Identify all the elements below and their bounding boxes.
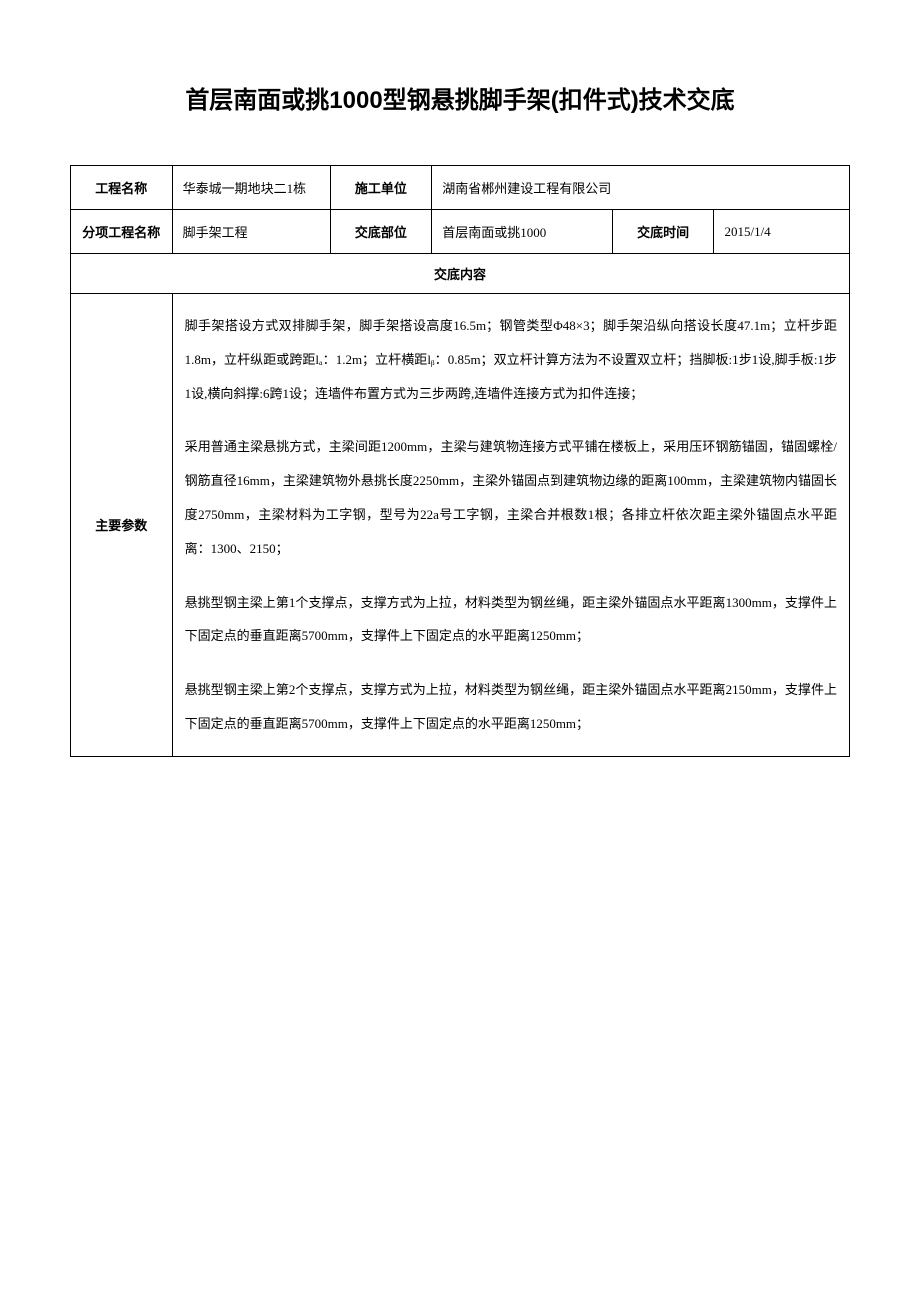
disclosure-time-value: 2015/1/4	[714, 210, 850, 254]
table-row-subproject: 分项工程名称 脚手架工程 交底部位 首层南面或挑1000 交底时间 2015/1…	[71, 210, 850, 254]
technical-disclosure-table: 工程名称 华泰城一期地块二1栋 施工单位 湖南省郴州建设工程有限公司 分项工程名…	[70, 165, 850, 757]
subproject-name-value: 脚手架工程	[172, 210, 330, 254]
param-paragraph-2: 采用普通主梁悬挑方式，主梁间距1200mm，主梁与建筑物连接方式平铺在楼板上，采…	[185, 430, 837, 565]
subproject-name-label: 分项工程名称	[71, 210, 173, 254]
document-title: 首层南面或挑1000型钢悬挑脚手架(扣件式)技术交底	[70, 80, 850, 115]
content-header-cell: 交底内容	[71, 254, 850, 294]
main-params-label: 主要参数	[71, 294, 173, 757]
param-paragraph-3: 悬挑型钢主梁上第1个支撑点，支撑方式为上拉，材料类型为钢丝绳，距主梁外锚固点水平…	[185, 586, 837, 654]
construction-unit-label: 施工单位	[330, 166, 432, 210]
disclosure-time-label: 交底时间	[612, 210, 714, 254]
main-params-content: 脚手架搭设方式双排脚手架，脚手架搭设高度16.5m；钢管类型Φ48×3；脚手架沿…	[172, 294, 849, 757]
param-paragraph-4: 悬挑型钢主梁上第2个支撑点，支撑方式为上拉，材料类型为钢丝绳，距主梁外锚固点水平…	[185, 673, 837, 741]
disclosure-part-value: 首层南面或挑1000	[432, 210, 613, 254]
table-row-project: 工程名称 华泰城一期地块二1栋 施工单位 湖南省郴州建设工程有限公司	[71, 166, 850, 210]
param-paragraph-1: 脚手架搭设方式双排脚手架，脚手架搭设高度16.5m；钢管类型Φ48×3；脚手架沿…	[185, 309, 837, 410]
project-name-value: 华泰城一期地块二1栋	[172, 166, 330, 210]
table-row-main-params: 主要参数 脚手架搭设方式双排脚手架，脚手架搭设高度16.5m；钢管类型Φ48×3…	[71, 294, 850, 757]
table-row-content-header: 交底内容	[71, 254, 850, 294]
project-name-label: 工程名称	[71, 166, 173, 210]
disclosure-part-label: 交底部位	[330, 210, 432, 254]
construction-unit-value: 湖南省郴州建设工程有限公司	[432, 166, 850, 210]
